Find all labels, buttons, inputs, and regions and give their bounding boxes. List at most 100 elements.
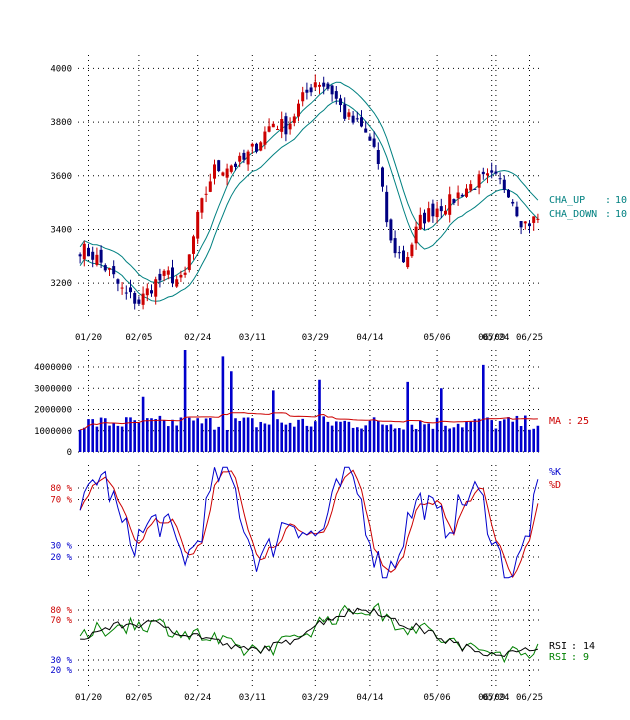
volume-bar — [301, 418, 304, 452]
volume-bar — [406, 381, 409, 452]
rsi-x-tick-label: 05/24 — [482, 693, 509, 703]
candle-body — [511, 201, 515, 204]
candle-body — [397, 252, 401, 254]
volume-bar — [498, 421, 502, 452]
volume-bar — [204, 418, 208, 452]
volume-bar — [154, 419, 157, 452]
volume-bar — [444, 425, 447, 452]
candle-body — [368, 136, 372, 141]
stoch-level-label: 80 % — [50, 484, 72, 494]
rsi-x-tick-label: 05/06 — [424, 693, 451, 703]
volume-bar — [200, 423, 204, 452]
volume-bar — [137, 422, 141, 452]
candle-body — [410, 244, 414, 257]
volume-y-tick-label: 0 — [67, 448, 72, 458]
price-x-tick-label: 01/20 — [75, 333, 102, 343]
candle-body — [179, 274, 183, 278]
candle-body — [124, 292, 128, 294]
volume-bar — [221, 356, 225, 452]
rsi-x-tick-label: 02/05 — [125, 693, 152, 703]
candle-body — [372, 138, 376, 147]
rsi-panel: 80 %70 % 30 %20 % 01/20 02/05 02/24 03/11 03/2… — [50, 590, 543, 703]
price-x-tick-label: 06/25 — [516, 333, 543, 343]
candle-body — [322, 82, 326, 87]
candle-body — [238, 155, 242, 162]
volume-bar — [456, 423, 460, 452]
legend-rsi9-value: 9 — [583, 652, 589, 663]
legend-rsi9-sep: : — [571, 652, 577, 663]
legend-cha-down-label: CHA_DOWN — [549, 209, 597, 220]
volume-bar — [179, 417, 183, 452]
candle-body — [78, 254, 82, 257]
stochastic-panel: 80 % 70 % 30 %20 % — [50, 465, 540, 580]
candle-body — [351, 115, 355, 123]
rsi-level-label: 70 % — [50, 616, 72, 626]
candle-body — [431, 203, 435, 217]
volume-bar — [91, 419, 94, 452]
volume-bar — [162, 420, 166, 452]
cha-up-line — [79, 81, 539, 283]
candle-body — [355, 118, 359, 120]
volume-bar — [225, 429, 229, 452]
legend-cha-up-value: 10 — [615, 195, 627, 206]
volume-bar — [448, 428, 451, 452]
volume-bar — [318, 379, 321, 452]
candle-body — [234, 163, 237, 167]
volume-bar — [188, 417, 191, 452]
candle-body — [99, 249, 103, 263]
volume-bar — [171, 419, 174, 452]
volume-bar — [423, 424, 426, 452]
volume-bar — [368, 420, 372, 452]
volume-bar — [238, 420, 241, 452]
volume-bar — [309, 426, 313, 452]
volume-bar — [87, 419, 90, 452]
rsi-x-tick-label: 01/20 — [75, 693, 102, 703]
volume-bar — [494, 428, 498, 452]
candle-body — [502, 179, 506, 190]
price-x-tick-label: 04/14 — [356, 333, 383, 343]
rsi-x-tick-label: 06/09 — [478, 693, 505, 703]
candle-body — [343, 104, 347, 119]
volume-bar — [146, 418, 149, 452]
candle-body — [376, 149, 380, 165]
candle-body — [137, 299, 141, 304]
candle-body — [175, 279, 179, 287]
candle-body — [141, 293, 145, 305]
volume-bar — [297, 419, 300, 452]
candle-body — [280, 119, 284, 132]
volume-y-tick-label: 3000000 — [34, 384, 72, 394]
candle-body — [301, 92, 305, 102]
volume-bar — [196, 418, 199, 452]
candle-body — [129, 287, 132, 293]
volume-bar — [377, 420, 380, 452]
volume-bar — [129, 417, 132, 452]
volume-bar — [112, 423, 115, 452]
candle-body — [288, 123, 292, 130]
volume-bar — [469, 421, 472, 452]
volume-bar — [95, 426, 99, 452]
volume-bar — [150, 418, 153, 452]
volume-bar — [141, 396, 145, 452]
volume-bar — [125, 417, 128, 452]
rsi-level-label: 20 % — [50, 666, 72, 676]
rsi-x-tick-label: 06/25 — [516, 693, 543, 703]
rsi-x-tick-label: 03/29 — [302, 693, 329, 703]
volume-bar — [465, 421, 468, 452]
candle-body — [460, 194, 464, 197]
candle-body — [414, 226, 418, 244]
candle-body — [427, 208, 431, 222]
price-x-tick-label: 02/05 — [125, 333, 152, 343]
candle-body — [473, 188, 477, 190]
volume-bar — [120, 426, 124, 452]
candle-body — [276, 129, 279, 131]
candle-body — [318, 84, 321, 87]
volume-bar — [519, 426, 523, 452]
volume-panel: 0 1000000 2000000 3000000 4000000 — [34, 350, 540, 458]
candle-body — [150, 290, 153, 294]
volume-bar — [183, 350, 187, 452]
candle-body — [292, 116, 296, 123]
legend-volume-ma-sep: : — [567, 416, 573, 427]
rsi-x-tick-label: 04/14 — [356, 693, 383, 703]
candle-body — [448, 194, 452, 215]
volume-bar — [330, 425, 334, 452]
